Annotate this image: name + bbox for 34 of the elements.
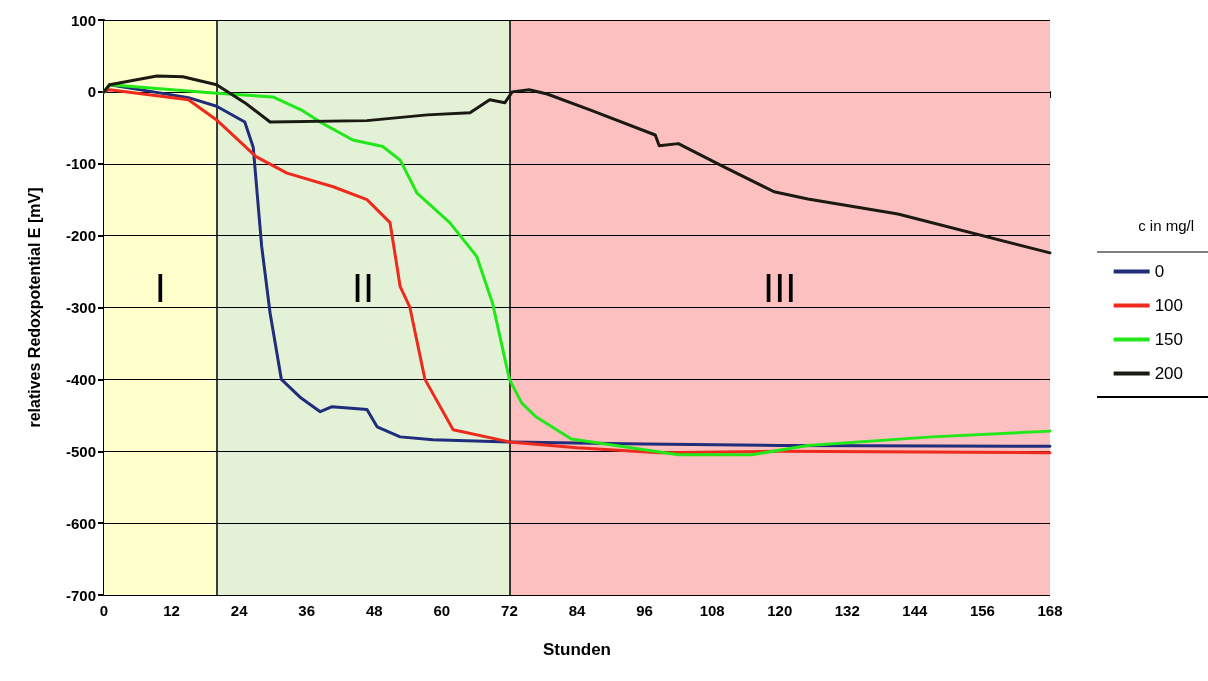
x-tick-label: 72 <box>501 602 518 619</box>
y-axis-title: relatives Redoxpotential E [mV] <box>25 187 43 428</box>
y-tick-label: -500 <box>65 442 96 460</box>
legend-title: c in mg/l <box>1138 217 1195 234</box>
x-tick-label: 132 <box>834 602 860 619</box>
x-tick-label: 96 <box>636 602 653 619</box>
y-tick-label: 100 <box>70 11 96 29</box>
legend-label: 0 <box>1154 262 1165 281</box>
x-tick-label: 156 <box>969 602 995 619</box>
y-tick-label: -400 <box>65 370 96 388</box>
legend-label: 200 <box>1154 364 1184 383</box>
y-tick-label: -600 <box>65 514 96 532</box>
legend-label: 150 <box>1154 330 1184 349</box>
band-label: I <box>154 265 166 310</box>
x-axis-title: Stunden <box>543 640 611 659</box>
legend-label: 100 <box>1154 296 1184 315</box>
y-tick-label: -200 <box>65 227 96 245</box>
x-tick-label: 0 <box>99 602 109 619</box>
x-tick-label: 48 <box>365 602 383 619</box>
y-tick-label: -700 <box>65 586 96 604</box>
y-tick-label: -100 <box>65 155 96 173</box>
x-tick-label: 120 <box>767 602 793 619</box>
y-tick-label: -300 <box>65 299 96 316</box>
x-tick-label: 84 <box>568 602 586 619</box>
x-tick-label: 144 <box>902 602 929 619</box>
x-tick-label: 108 <box>699 602 725 619</box>
band-label: II <box>351 265 375 310</box>
x-tick-label: 36 <box>298 602 316 619</box>
y-tick-label: 0 <box>87 83 96 101</box>
x-tick-label: 12 <box>163 602 180 619</box>
x-tick-label: 168 <box>1037 602 1063 619</box>
band-label: III <box>763 265 797 310</box>
x-tick-label: 24 <box>230 602 249 619</box>
x-tick-label: 60 <box>433 602 451 619</box>
